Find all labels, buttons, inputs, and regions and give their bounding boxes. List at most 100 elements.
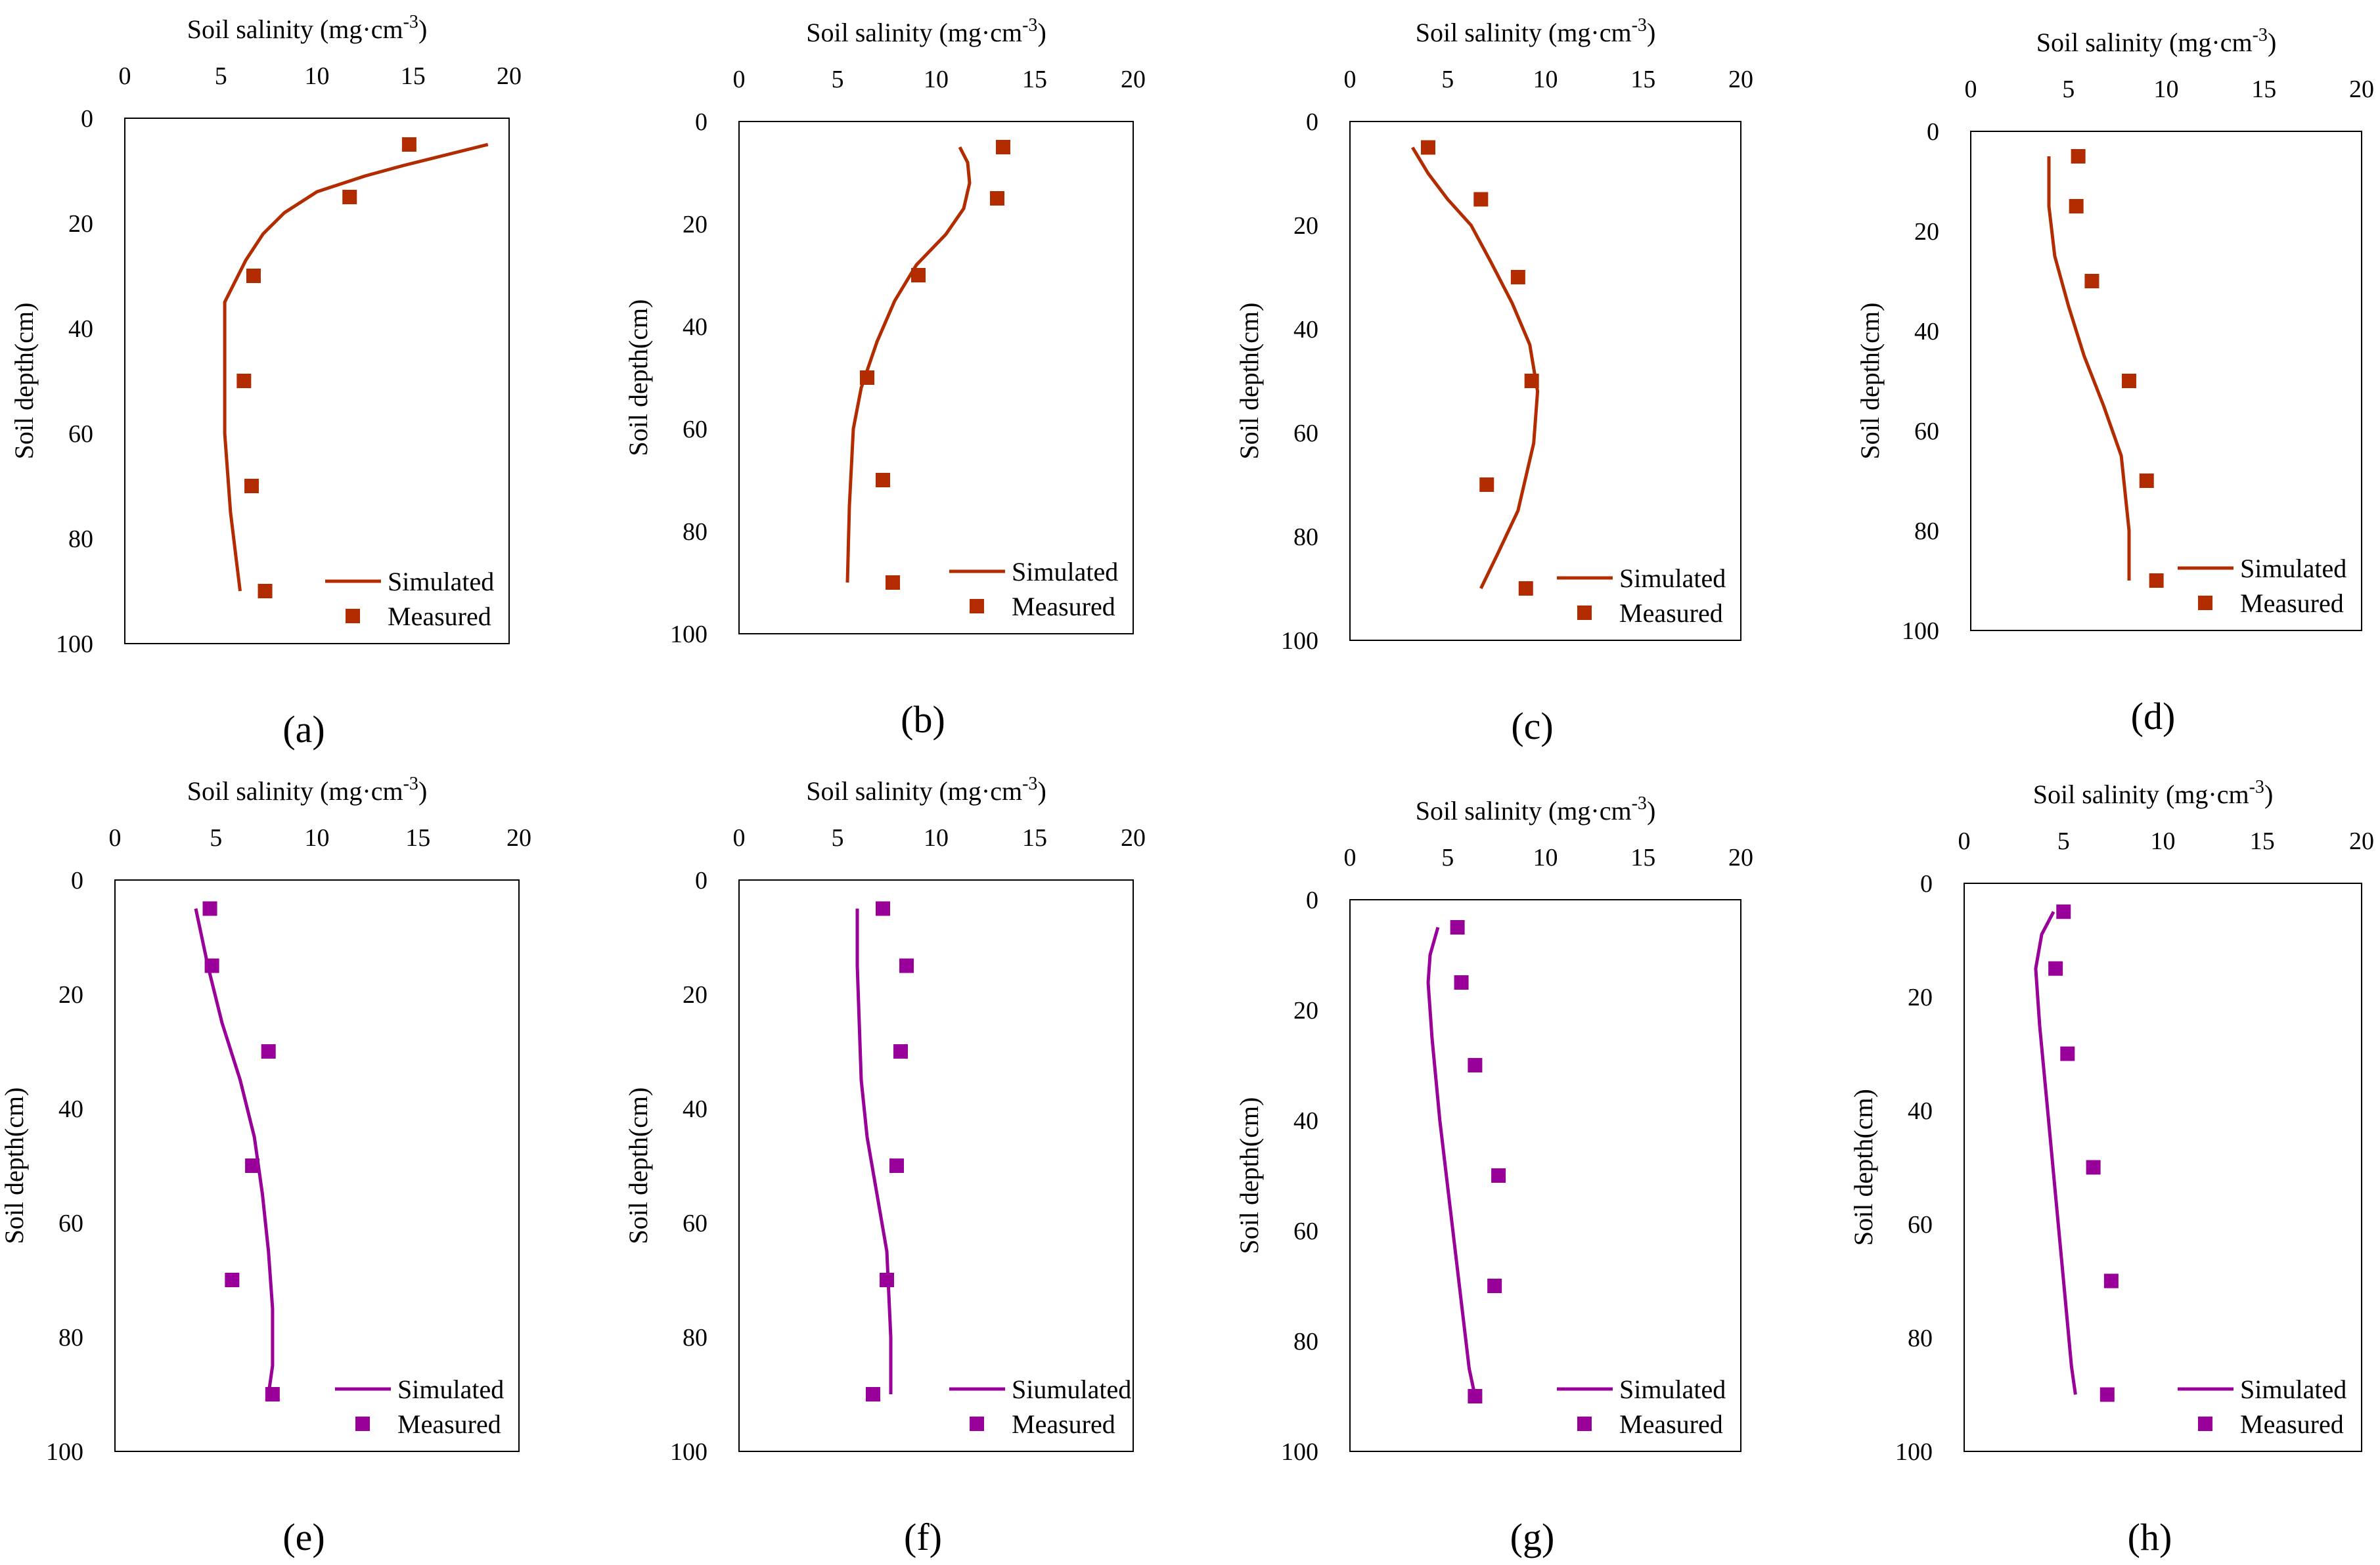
panel-g-ytick-label: 20 [1293,997,1318,1025]
panel-h-ytick-label: 20 [1908,984,1933,1011]
panel-d-ytick-label: 40 [1914,318,1939,345]
panel-b-label: (b) [901,698,945,741]
panel-b-xtick-label: 20 [1121,66,1146,93]
panel-h-measured-point [2099,1387,2115,1402]
panel-h-simulated-line [2034,911,2077,1395]
panel-c-xtick-label: 0 [1344,66,1357,93]
panel-e-measured-point [261,1044,276,1059]
panel-b-ytick-label: 60 [683,416,707,443]
panel-c-measured-point [1479,477,1494,492]
panel-d-measured-point [2069,199,2084,213]
panel-c-ytick-label: 80 [1293,523,1318,551]
panel-c-x-axis-title-close: ) [1647,18,1655,47]
panel-g-measured-point [1450,920,1465,935]
panel-h-ytick-label: 40 [1908,1097,1933,1125]
panel-d-plot-frame [1970,131,2362,631]
panel-b-measured-point [876,473,890,487]
panel-a-measured-point [236,374,252,388]
panel-c-legend-measured: Measured [1619,598,1723,628]
panel-g-ytick-label: 80 [1293,1328,1318,1356]
panel-c-measured-point [1518,581,1533,596]
panel-b-ytick-label: 20 [683,211,707,238]
panel-h-ytick-label: 100 [1895,1438,1933,1466]
panel-b-legend-simulated: Simulated [1012,557,1118,586]
panel-e-x-axis-title-main: Soil salinity (mg·cm [187,776,403,806]
panel-f-x-axis-title: Soil salinity (mg·cm-3) [806,774,1046,806]
panel-h-legend-marker-swatch [2198,1417,2212,1431]
panel-e-xtick-label: 10 [305,824,330,852]
panel-f-ytick-label: 100 [670,1438,707,1466]
panel-g-label: (g) [1510,1516,1555,1558]
panel-b-ytick-label: 0 [695,108,707,136]
panel-d-x-axis-title-main: Soil salinity (mg·cm [2036,28,2253,57]
panel-d-measured-point [2071,149,2086,164]
panel-e-xtick-label: 20 [506,824,531,852]
panel-a-ytick-label: 20 [68,210,93,238]
panel-f-ytick-label: 40 [683,1095,707,1123]
panel-b-measured-point [996,140,1010,154]
panel-d-ytick-label: 60 [1914,418,1939,445]
panel-g-legend-simulated: Simulated [1619,1375,1726,1404]
panel-f-legend-marker-swatch [970,1417,984,1431]
panel-f-legend-simulated: Siumulated [1012,1375,1131,1404]
panel-d-measured-point [2139,474,2154,488]
panel-h-measured-point [2056,904,2071,919]
panel-c-simulated-line [1411,146,1540,590]
panel-c-measured-point [1473,192,1489,207]
panel-h-x-axis-title-close: ) [2264,780,2273,809]
panel-d-x-axis-title-sup: -3 [2253,25,2268,45]
panel-h-measured-point [2086,1160,2101,1175]
panel-h-xtick-label: 20 [2349,827,2374,855]
panel-e-xtick-label: 15 [405,824,430,852]
panel-d-ytick-label: 80 [1914,518,1939,545]
panel-h-measured-point [2103,1273,2119,1289]
panel-f-x-axis-title-main: Soil salinity (mg·cm [806,776,1022,806]
panel-g-ytick-label: 40 [1293,1107,1318,1135]
panel-f: 0 5 10 15 20 0 20 40 60 80 100 Soil salinity (mg·cm… [623,774,1146,1558]
panel-h-xtick-label: 5 [2057,827,2070,855]
panel-c-ytick-label: 20 [1293,212,1318,240]
panel-c-ytick-label: 100 [1281,627,1318,655]
panel-e: 0 5 10 15 20 0 20 40 60 80 100 Soil salinity (mg·cm… [0,774,531,1558]
panel-e-ytick-label: 100 [46,1438,83,1466]
panel-a-measured-point [246,269,261,283]
panel-d-legend-marker-swatch [2198,596,2212,610]
panel-e-measured-point [225,1273,240,1287]
panel-h-legend-simulated: Simulated [2240,1375,2346,1404]
panel-g-x-axis-title: Soil salinity (mg·cm-3) [1416,793,1656,826]
panel-a-ytick-label: 80 [68,525,93,553]
panel-d: 0 5 10 15 20 0 20 40 60 80 100 Soil salinity (mg·cm… [1855,25,2374,738]
panel-d-simulated-line [2047,156,2131,581]
panel-d-legend-simulated: Simulated [2240,554,2346,583]
panel-f-xtick-label: 20 [1121,824,1146,852]
panel-b-xtick-label: 0 [733,66,746,93]
panel-c-y-axis-title: Soil depth(cm) [1234,303,1264,460]
panel-a-simulated-line [223,143,489,592]
panel-a-x-axis-title: Soil salinity (mg·cm-3) [187,12,428,44]
panel-h-x-axis-title: Soil salinity (mg·cm-3) [2033,777,2274,809]
panel-c-plot-frame [1349,121,1741,641]
panel-b-ytick-label: 80 [683,518,707,546]
panel-g-measured-point [1468,1058,1483,1072]
panel-a-measured-point [342,190,357,204]
panel-h-y-axis-title: Soil depth(cm) [1849,1089,1878,1246]
panel-g-legend-measured: Measured [1619,1409,1723,1439]
panel-c-measured-point [1524,374,1539,388]
panel-f-measured-point [889,1158,904,1173]
panel-a-xtick-label: 0 [119,62,131,90]
panel-c-ytick-label: 60 [1293,420,1318,447]
panel-f-y-axis-title: Soil depth(cm) [623,1088,653,1245]
panel-d-xtick-label: 10 [2154,76,2179,103]
panel-a-legend-marker-swatch [346,609,360,623]
panel-b: 0 5 10 15 20 0 20 40 60 80 100 Soil salinity (mg·cm… [623,15,1146,741]
panel-f-x-axis-title-close: ) [1037,776,1046,806]
panel-g-measured-point [1468,1389,1483,1403]
panel-g: 0 5 10 15 20 0 20 40 60 80 100 Soil salinity (mg·cm… [1234,793,1753,1558]
panel-c-x-axis-title-sup: -3 [1632,15,1647,35]
panel-g-plot-frame [1349,899,1741,1452]
panel-e-simulated-line [194,908,275,1395]
panel-a-y-axis-title: Soil depth(cm) [9,303,39,460]
panel-h-label: (h) [2128,1516,2172,1558]
panel-a-ytick-label: 40 [68,315,93,343]
